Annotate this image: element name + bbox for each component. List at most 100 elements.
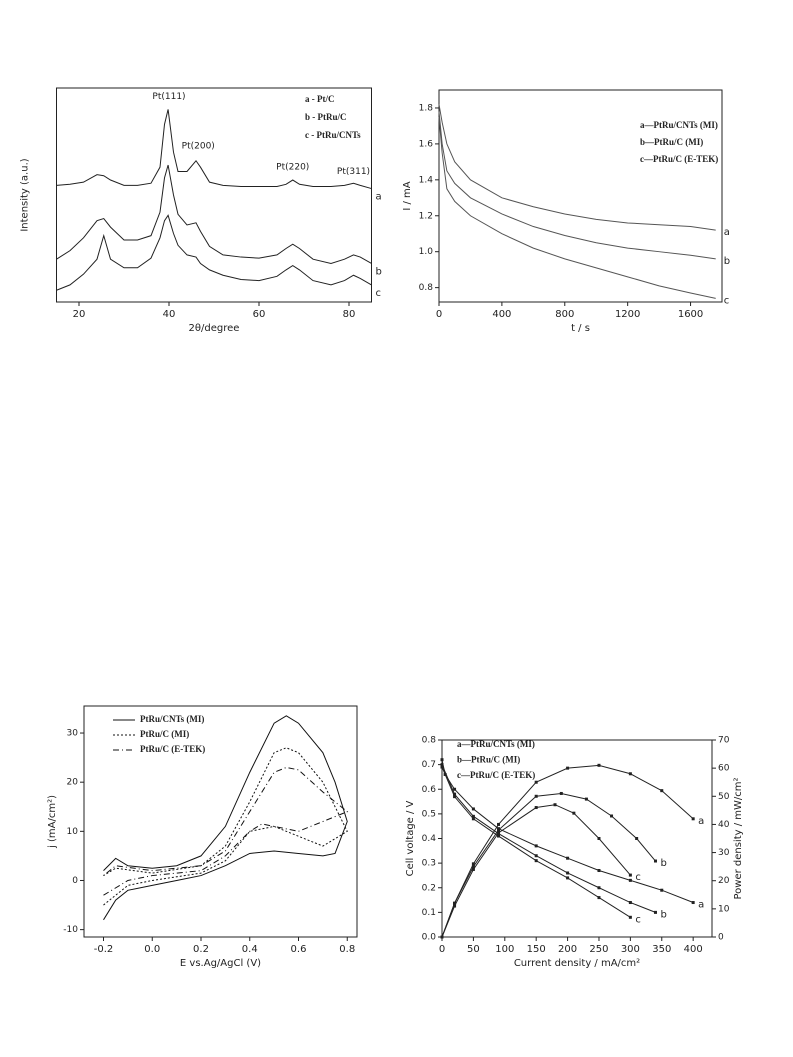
legend-label: c—PtRu/C (E-TEK) [640,154,718,164]
y-tick-label: 0 [72,876,78,886]
series-line [103,747,348,906]
point-marker [566,766,570,770]
point-marker [497,834,501,838]
y-tick-label: 0.1 [422,908,436,918]
series-line [441,764,694,938]
point-marker [471,867,475,871]
legend-label: PtRu/C (E-TEK) [140,744,205,754]
series-line [103,766,349,896]
x-tick-label: 150 [527,944,546,955]
point-marker [440,935,444,939]
point-marker [440,765,444,769]
series-line [441,792,656,938]
x-tick-label: 60 [253,309,266,320]
x-tick-label: 100 [495,944,514,955]
y-tick-label: 0.8 [419,283,434,293]
y2-axis-label: Power density / mW/cm² [733,777,744,899]
y-tick-label: 0.3 [422,859,436,869]
annotation: Pt(200) [182,141,215,151]
y-tick-label: 1.8 [419,103,434,113]
point-marker [628,901,632,905]
series-line [56,164,372,264]
y-tick-label: 0.7 [422,760,436,770]
x-tick-label: 80 [343,309,356,320]
point-marker [635,837,639,840]
legend-label: PtRu/CNTs (MI) [140,714,204,724]
point-marker [534,794,538,798]
y2-tick-label: 10 [718,904,730,914]
x-axis-label: E vs.Ag/AgCl (V) [180,958,261,969]
point-marker [566,871,570,875]
y-axis-label: j (mA/cm²) [47,795,58,849]
y-tick-label: 1.2 [419,211,433,221]
plot-frame [83,705,358,938]
x-tick-label: 20 [73,309,86,320]
y-axis-label: I / mA [402,181,413,210]
point-marker [534,806,538,810]
y-axis-label: Intensity (a.u.) [20,158,31,231]
point-marker [453,792,457,796]
legend-label: b—PtRu/C (MI) [640,137,703,147]
x-tick-label: 0.4 [242,944,258,955]
point-marker [597,869,601,873]
point-marker [453,904,457,908]
point-marker [628,878,632,882]
point-marker [471,862,475,866]
series-end-label: c [724,295,730,306]
y-tick-label: 0.4 [422,834,437,844]
series-line [438,111,716,260]
legend-label: PtRu/C (MI) [140,729,189,739]
point-marker [453,787,457,791]
point-marker [471,865,475,869]
y-tick-label: 1.6 [419,139,434,149]
x-tick-label: 400 [684,944,703,955]
point-marker [584,797,588,801]
x-tick-label: 350 [652,944,671,955]
point-marker [534,780,538,784]
point-marker [597,837,601,840]
legend-label: c - PtRu/CNTs [305,130,361,140]
series-line [438,116,716,299]
point-marker [566,856,570,860]
series-end-label: a [724,227,730,238]
x-tick-label: 400 [492,309,511,320]
series-end-label: c [635,914,641,925]
point-marker [597,763,601,767]
point-marker [440,758,444,762]
legend-label: b—PtRu/C (MI) [457,755,520,765]
point-marker [572,811,576,815]
point-marker [453,901,457,905]
point-marker [471,817,475,821]
legend-label: a—PtRu/CNTs (MI) [457,739,535,749]
point-marker [660,888,664,892]
point-marker [453,795,457,799]
point-marker [471,807,475,811]
y2-tick-label: 20 [718,876,730,886]
legend-label: c—PtRu/C (E-TEK) [457,770,535,780]
x-tick-label: 800 [555,309,574,320]
plot-frame [438,89,723,303]
series-end-label: b [724,256,730,267]
point-marker [534,844,538,848]
legend-label: a - Pt/C [305,94,335,104]
legend-label: b - PtRu/C [305,112,347,122]
annotation: Pt(311) [337,167,370,177]
x-tick-label: 40 [163,309,176,320]
point-marker [597,896,601,900]
series-line [56,109,372,190]
y-tick-label: 1.4 [419,175,434,185]
y-tick-label: 30 [67,729,79,739]
x-tick-label: 0.8 [339,944,355,955]
x-tick-label: 0 [436,309,442,320]
series-end-label: a [698,816,704,827]
y-axis-label: Cell voltage / V [405,800,416,876]
point-marker [628,772,632,776]
x-tick-label: 200 [558,944,577,955]
y2-tick-label: 40 [718,820,730,830]
x-tick-label: 1200 [615,309,640,320]
point-marker [597,886,601,890]
x-axis-label: Current density / mA/cm² [514,958,640,969]
y2-tick-label: 60 [718,764,730,774]
